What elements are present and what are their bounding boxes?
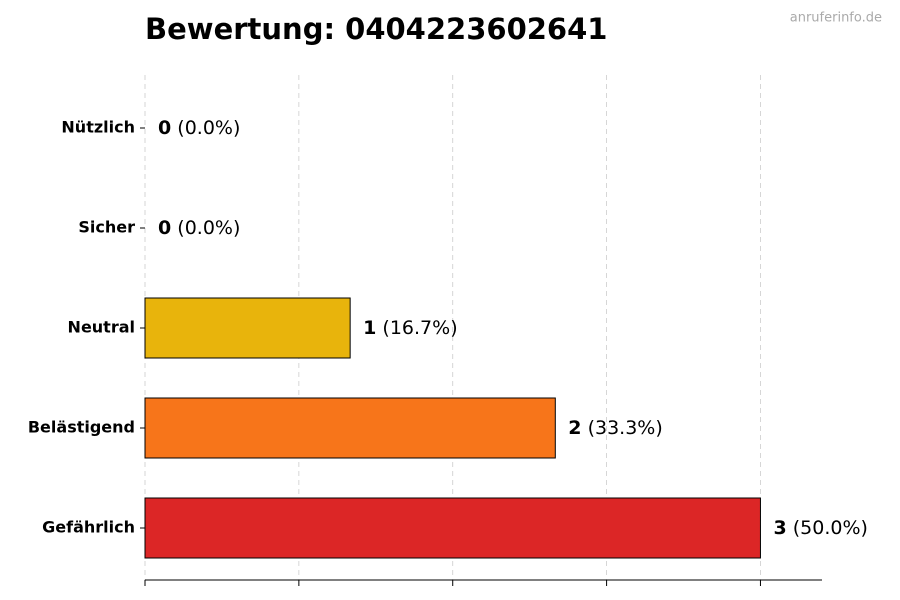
y-tick-label: Nützlich — [61, 118, 135, 137]
watermark: anruferinfo.de — [790, 11, 882, 26]
data-label: 3 (50.0%) — [773, 517, 867, 539]
data-label: 0 (0.0%) — [158, 217, 240, 239]
y-tick-label: Neutral — [68, 318, 135, 337]
percent-label: (0.0%) — [177, 217, 240, 239]
y-tick-label: Sicher — [78, 218, 135, 237]
percent-label: (16.7%) — [382, 317, 457, 339]
value-label: 1 — [363, 317, 376, 339]
data-label: 1 (16.7%) — [363, 317, 457, 339]
bar — [144, 297, 351, 359]
value-label: 0 — [158, 117, 171, 139]
y-tick-label: Gefährlich — [42, 518, 135, 537]
value-label: 3 — [773, 517, 786, 539]
percent-label: (50.0%) — [793, 517, 868, 539]
percent-label: (33.3%) — [588, 417, 663, 439]
chart-title: Bewertung: 0404223602641 — [145, 12, 607, 46]
percent-label: (0.0%) — [177, 117, 240, 139]
bar — [144, 397, 556, 459]
data-label: 0 (0.0%) — [158, 117, 240, 139]
bar — [144, 497, 761, 559]
y-tick-label: Belästigend — [28, 418, 135, 437]
value-label: 2 — [568, 417, 581, 439]
value-label: 0 — [158, 217, 171, 239]
data-label: 2 (33.3%) — [568, 417, 662, 439]
